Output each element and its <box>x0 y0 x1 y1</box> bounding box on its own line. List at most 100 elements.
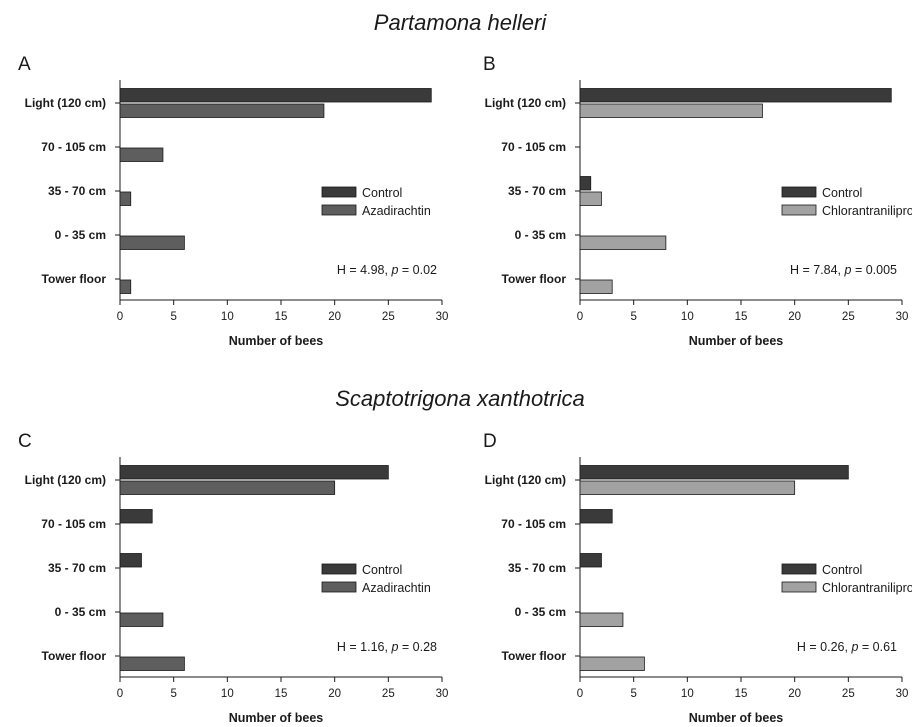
x-tick-label: 0 <box>577 311 583 323</box>
bar-azadirachtin <box>119 279 132 294</box>
x-tick-label: 5 <box>630 311 636 323</box>
legend-swatch <box>321 204 357 216</box>
category-label: 0 - 35 cm <box>515 605 566 619</box>
species-title-bottom: Scaptotrigona xanthotrica <box>335 386 585 411</box>
category-label: Tower floor <box>502 649 567 663</box>
category-label: Light (120 cm) <box>485 96 566 110</box>
category-label: 35 - 70 cm <box>508 561 566 575</box>
bar-control <box>579 176 592 191</box>
x-tick-label: 10 <box>681 311 694 323</box>
x-tick-label: 10 <box>681 688 694 700</box>
bar-azadirachtin <box>119 612 164 627</box>
panel-letter: A <box>18 54 31 75</box>
x-tick-label: 5 <box>170 688 176 700</box>
stat-annotation: H = 1.16, p = 0.28 <box>337 640 437 654</box>
category-label: 35 - 70 cm <box>48 184 106 198</box>
legend-label: Chlorantraniliprole <box>822 581 912 595</box>
bar-control <box>579 553 602 568</box>
panels: A 0 5 10 15 20 25 30 Number of bees Light (120 cm… <box>18 54 912 725</box>
x-tick-label: 30 <box>436 688 449 700</box>
legend-swatch <box>321 186 357 198</box>
bar-control <box>579 509 613 524</box>
x-tick-label: 5 <box>630 688 636 700</box>
legend-swatch <box>321 581 357 593</box>
panel-b: B 0 5 10 15 20 25 30 Number of bees Light (120 cm… <box>483 54 912 348</box>
panel-letter: C <box>18 431 32 452</box>
category-label: Light (120 cm) <box>25 96 106 110</box>
x-tick-label: 20 <box>328 688 341 700</box>
bar-chlorantraniliprole <box>579 279 613 294</box>
panel-letter: D <box>483 431 497 452</box>
bar-azadirachtin <box>119 147 164 162</box>
category-label: Tower floor <box>502 272 567 286</box>
x-tick-label: 0 <box>117 688 123 700</box>
bar-azadirachtin <box>119 191 132 206</box>
category-label: 70 - 105 cm <box>501 140 566 154</box>
legend-swatch <box>781 563 817 575</box>
panel-c: C 0 5 10 15 20 25 30 Number of bees Light (120 cm… <box>18 431 448 725</box>
bar-chlorantraniliprole <box>579 103 763 118</box>
x-tick-label: 25 <box>382 311 395 323</box>
x-tick-label: 15 <box>275 688 288 700</box>
bar-chlorantraniliprole <box>579 612 624 627</box>
x-tick-label: 20 <box>788 688 801 700</box>
x-axis-label: Number of bees <box>689 334 784 348</box>
category-label: 0 - 35 cm <box>515 228 566 242</box>
bar-chlorantraniliprole <box>579 480 796 495</box>
bar-chlorantraniliprole <box>579 191 602 206</box>
x-tick-label: 25 <box>842 688 855 700</box>
x-tick-label: 5 <box>170 311 176 323</box>
bar-control <box>119 465 389 480</box>
legend-label: Azadirachtin <box>362 581 431 595</box>
category-label: 70 - 105 cm <box>501 517 566 531</box>
x-tick-label: 30 <box>436 311 449 323</box>
x-axis-label: Number of bees <box>229 334 324 348</box>
species-title-top: Partamona helleri <box>374 10 548 35</box>
category-label: 70 - 105 cm <box>41 140 106 154</box>
bar-control <box>579 465 849 480</box>
legend-label: Control <box>362 186 402 200</box>
stat-annotation: H = 7.84, p = 0.005 <box>790 263 897 277</box>
bar-azadirachtin <box>119 480 336 495</box>
legend-label: Chlorantraniliprole <box>822 204 912 218</box>
bar-control <box>579 88 892 103</box>
x-tick-label: 0 <box>577 688 583 700</box>
legend-label: Control <box>822 563 862 577</box>
category-label: Tower floor <box>42 649 107 663</box>
legend-label: Azadirachtin <box>362 204 431 218</box>
x-tick-label: 25 <box>382 688 395 700</box>
category-label: 0 - 35 cm <box>55 228 106 242</box>
legend-swatch <box>781 186 817 198</box>
legend-swatch <box>781 204 817 216</box>
category-label: 35 - 70 cm <box>508 184 566 198</box>
x-axis-label: Number of bees <box>229 711 324 725</box>
category-label: 70 - 105 cm <box>41 517 106 531</box>
legend-swatch <box>321 563 357 575</box>
category-label: Light (120 cm) <box>485 473 566 487</box>
stat-annotation: H = 4.98, p = 0.02 <box>337 263 437 277</box>
bar-chlorantraniliprole <box>579 235 667 250</box>
bar-azadirachtin <box>119 656 185 671</box>
category-label: 35 - 70 cm <box>48 561 106 575</box>
bar-azadirachtin <box>119 103 325 118</box>
x-tick-label: 15 <box>275 311 288 323</box>
x-tick-label: 30 <box>896 311 909 323</box>
bar-control <box>119 88 432 103</box>
panel-letter: B <box>483 54 496 75</box>
bar-control <box>119 509 153 524</box>
category-label: Tower floor <box>42 272 107 286</box>
legend-swatch <box>781 581 817 593</box>
x-tick-label: 15 <box>735 688 748 700</box>
legend-label: Control <box>362 563 402 577</box>
x-tick-label: 20 <box>788 311 801 323</box>
x-axis-label: Number of bees <box>689 711 784 725</box>
x-tick-label: 10 <box>221 311 234 323</box>
x-tick-label: 10 <box>221 688 234 700</box>
category-label: 0 - 35 cm <box>55 605 106 619</box>
panel-a: A 0 5 10 15 20 25 30 Number of bees Light (120 cm… <box>18 54 448 348</box>
bar-azadirachtin <box>119 235 185 250</box>
x-tick-label: 20 <box>328 311 341 323</box>
x-tick-label: 0 <box>117 311 123 323</box>
x-tick-label: 25 <box>842 311 855 323</box>
bar-control <box>119 553 142 568</box>
